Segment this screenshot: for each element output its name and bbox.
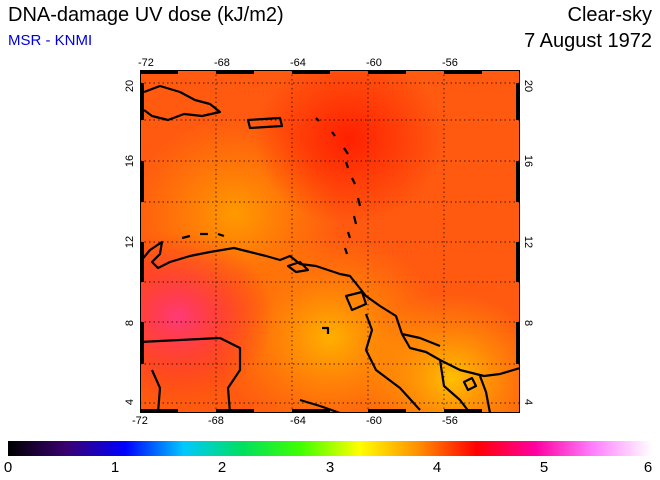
- lon-tick-top-4: -56: [442, 57, 458, 69]
- lon-tick-bottom-2: -64: [290, 415, 306, 427]
- lon-tick-bottom-3: -60: [366, 415, 382, 427]
- lon-tick-bottom-1: -68: [208, 415, 224, 427]
- lat-tick-right-4: 4: [522, 398, 535, 406]
- colorbar-label-0: 0: [3, 459, 13, 476]
- lat-tick-right-0: 20: [522, 79, 535, 93]
- lat-tick-left-3: 8: [124, 319, 137, 327]
- sky-condition: Clear-sky: [567, 4, 652, 26]
- lon-tick-bottom-0: -72: [132, 415, 148, 427]
- map-title: DNA-damage UV dose (kJ/m2): [8, 4, 284, 26]
- colorbar-label-3: 3: [325, 459, 335, 476]
- lon-tick-top-0: -72: [138, 57, 154, 69]
- colorbar-label-4: 4: [432, 459, 442, 476]
- lat-tick-right-3: 8: [522, 319, 535, 327]
- lon-tick-top-3: -60: [366, 57, 382, 69]
- lat-tick-left-4: 4: [124, 398, 137, 406]
- lat-tick-right-1: 16: [522, 154, 535, 168]
- colorbar-label-1: 1: [110, 459, 120, 476]
- lon-tick-bottom-4: -56: [442, 415, 458, 427]
- colorbar-label-5: 5: [539, 459, 549, 476]
- colorbar-label-6: 6: [643, 459, 653, 476]
- lat-tick-right-2: 12: [522, 235, 535, 249]
- lat-tick-left-0: 20: [124, 79, 137, 93]
- lat-tick-left-1: 16: [124, 154, 137, 168]
- colorbar: [8, 441, 652, 456]
- uv-dose-map: [140, 70, 520, 413]
- lon-tick-top-2: -64: [290, 57, 306, 69]
- lat-tick-left-2: 12: [124, 235, 137, 249]
- lon-tick-top-1: -68: [214, 57, 230, 69]
- source-label: MSR - KNMI: [8, 32, 93, 49]
- colorbar-label-2: 2: [217, 459, 227, 476]
- map-date: 7 August 1972: [524, 30, 652, 52]
